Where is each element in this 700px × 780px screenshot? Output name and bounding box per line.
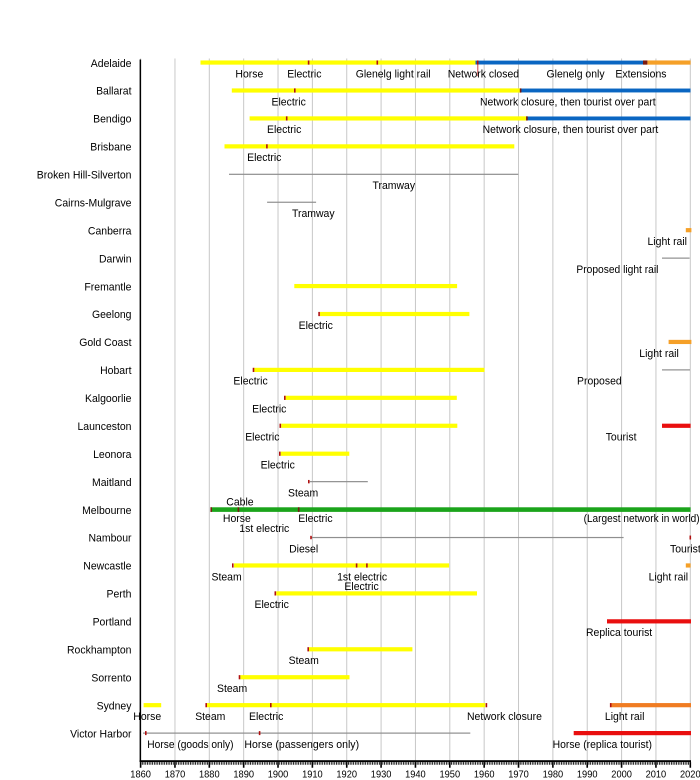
svg-text:Maitland: Maitland bbox=[92, 477, 132, 489]
svg-text:Electric: Electric bbox=[344, 581, 379, 593]
svg-text:2000: 2000 bbox=[611, 769, 632, 780]
svg-text:1890: 1890 bbox=[233, 769, 254, 780]
svg-text:1910: 1910 bbox=[302, 769, 323, 780]
svg-text:Electric: Electric bbox=[272, 96, 307, 108]
svg-text:Adelaide: Adelaide bbox=[91, 58, 132, 70]
svg-text:Steam: Steam bbox=[217, 683, 247, 695]
svg-text:2010: 2010 bbox=[646, 769, 667, 780]
svg-text:Glenelg only: Glenelg only bbox=[547, 68, 606, 80]
svg-text:Light rail: Light rail bbox=[649, 571, 689, 583]
svg-text:Ballarat: Ballarat bbox=[96, 86, 131, 98]
svg-text:Broken Hill-Silverton: Broken Hill-Silverton bbox=[37, 170, 132, 182]
svg-text:1st electric: 1st electric bbox=[337, 571, 387, 583]
svg-text:Tramway: Tramway bbox=[292, 208, 335, 220]
svg-text:Glenelg light rail: Glenelg light rail bbox=[356, 68, 431, 80]
svg-text:Steam: Steam bbox=[289, 655, 319, 667]
svg-text:Light rail: Light rail bbox=[639, 348, 679, 360]
svg-text:Melbourne: Melbourne bbox=[82, 505, 131, 517]
svg-text:Hobart: Hobart bbox=[100, 365, 131, 377]
svg-text:Replica tourist: Replica tourist bbox=[586, 627, 652, 639]
svg-text:Steam: Steam bbox=[195, 711, 225, 723]
svg-text:Steam: Steam bbox=[288, 488, 318, 500]
svg-text:Gold Coast: Gold Coast bbox=[79, 337, 131, 349]
svg-text:Network closure, then tourist: Network closure, then tourist over part bbox=[480, 96, 656, 108]
svg-text:1900: 1900 bbox=[268, 769, 289, 780]
svg-text:Bendigo: Bendigo bbox=[93, 114, 131, 126]
svg-text:Diesel: Diesel bbox=[289, 543, 318, 555]
svg-text:Portland: Portland bbox=[93, 617, 132, 629]
svg-text:Horse (passengers only): Horse (passengers only) bbox=[244, 739, 359, 751]
svg-text:Horse (goods only): Horse (goods only) bbox=[147, 739, 233, 751]
svg-text:Electric: Electric bbox=[247, 152, 282, 164]
svg-text:1980: 1980 bbox=[543, 769, 564, 780]
svg-text:Horse: Horse bbox=[223, 513, 251, 525]
svg-text:Electric: Electric bbox=[267, 124, 302, 136]
svg-text:Newcastle: Newcastle bbox=[83, 561, 131, 573]
svg-text:Rockhampton: Rockhampton bbox=[67, 645, 132, 657]
svg-text:Electric: Electric bbox=[261, 460, 296, 472]
svg-text:Darwin: Darwin bbox=[99, 253, 132, 265]
svg-text:Kalgoorlie: Kalgoorlie bbox=[85, 393, 132, 405]
svg-text:Tourist: Tourist bbox=[670, 543, 700, 555]
svg-text:Leonora: Leonora bbox=[93, 449, 132, 461]
svg-text:Proposed: Proposed bbox=[577, 376, 622, 388]
svg-text:1940: 1940 bbox=[405, 769, 426, 780]
svg-text:Horse: Horse bbox=[133, 711, 161, 723]
svg-text:Nambour: Nambour bbox=[89, 533, 132, 545]
svg-text:1870: 1870 bbox=[165, 769, 186, 780]
svg-text:Tramway: Tramway bbox=[373, 180, 416, 192]
svg-text:(Largest network in world): (Largest network in world) bbox=[584, 513, 700, 525]
svg-text:1880: 1880 bbox=[199, 769, 220, 780]
svg-text:Network closure: Network closure bbox=[467, 711, 542, 723]
svg-text:Canberra: Canberra bbox=[88, 225, 132, 237]
svg-text:Electric: Electric bbox=[233, 376, 268, 388]
svg-text:Horse (replica tourist): Horse (replica tourist) bbox=[553, 739, 652, 751]
svg-text:1960: 1960 bbox=[474, 769, 495, 780]
svg-text:Tourist: Tourist bbox=[606, 432, 637, 444]
svg-text:Victor Harbor: Victor Harbor bbox=[70, 728, 132, 740]
svg-text:Horse: Horse bbox=[235, 68, 263, 80]
svg-text:Brisbane: Brisbane bbox=[90, 142, 131, 154]
svg-text:Light rail: Light rail bbox=[648, 236, 688, 248]
svg-text:Steam: Steam bbox=[212, 571, 242, 583]
svg-text:1950: 1950 bbox=[440, 769, 461, 780]
svg-text:Electric: Electric bbox=[255, 599, 290, 611]
svg-text:1920: 1920 bbox=[336, 769, 357, 780]
svg-text:Sorrento: Sorrento bbox=[91, 672, 131, 684]
svg-text:1930: 1930 bbox=[371, 769, 392, 780]
svg-text:Electric: Electric bbox=[249, 711, 284, 723]
svg-text:1st electric: 1st electric bbox=[239, 523, 289, 535]
svg-text:Launceston: Launceston bbox=[78, 421, 132, 433]
svg-text:2020: 2020 bbox=[680, 769, 700, 780]
svg-text:Network closed: Network closed bbox=[448, 68, 519, 80]
svg-text:Geelong: Geelong bbox=[92, 309, 132, 321]
svg-text:Electric: Electric bbox=[287, 68, 322, 80]
svg-text:Proposed light rail: Proposed light rail bbox=[576, 264, 658, 276]
svg-text:Cable: Cable bbox=[226, 496, 253, 508]
svg-text:Cairns-Mulgrave: Cairns-Mulgrave bbox=[55, 197, 132, 209]
svg-text:1970: 1970 bbox=[508, 769, 529, 780]
svg-text:Electric: Electric bbox=[245, 432, 280, 444]
svg-text:Perth: Perth bbox=[107, 589, 132, 601]
svg-text:Fremantle: Fremantle bbox=[84, 281, 131, 293]
svg-text:Extensions: Extensions bbox=[615, 68, 667, 80]
svg-text:1990: 1990 bbox=[577, 769, 598, 780]
svg-text:Sydney: Sydney bbox=[97, 700, 132, 712]
svg-text:Electric: Electric bbox=[298, 513, 333, 525]
svg-text:1860: 1860 bbox=[130, 769, 151, 780]
svg-text:Light rail: Light rail bbox=[605, 711, 645, 723]
svg-text:Electric: Electric bbox=[299, 320, 334, 332]
svg-text:Electric: Electric bbox=[252, 404, 287, 416]
svg-text:Network closure, then tourist: Network closure, then tourist over part bbox=[483, 124, 659, 136]
